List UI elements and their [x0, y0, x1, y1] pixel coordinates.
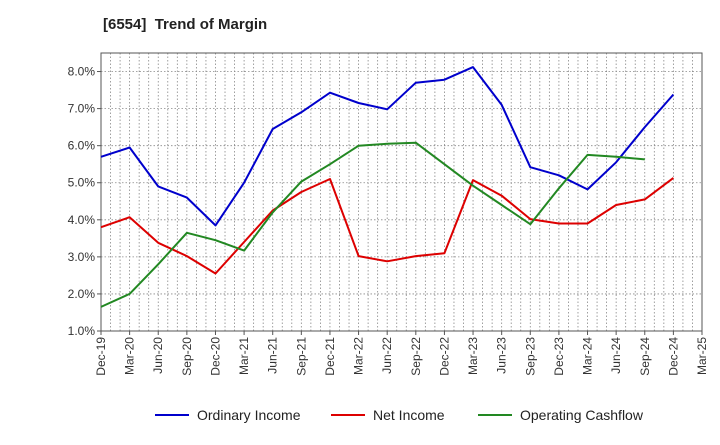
series-line-ordinary-income [100, 66, 675, 227]
y-tick-label: 8.0% [68, 65, 96, 79]
x-tick-label: Dec-22 [437, 337, 451, 376]
legend: Ordinary Income Net Income Operating Cashf… [155, 407, 644, 423]
x-tick-label: Sep-21 [294, 337, 308, 376]
y-tick-label: 5.0% [68, 176, 96, 190]
y-tick-label: 4.0% [68, 213, 96, 227]
series-line-operating-cashflow [100, 141, 645, 308]
x-tick-label: Dec-20 [208, 337, 222, 376]
axes: 1.0% 2.0% 3.0% 4.0% 5.0% 6.0% 7.0% 8.0% Dec-19 Ma… [68, 52, 709, 376]
grid-lines [100, 52, 703, 331]
x-tick-label: Dec-24 [666, 337, 680, 376]
x-tick-label: Sep-24 [638, 337, 652, 376]
x-tick-label: Jun-24 [609, 337, 623, 374]
y-tick-label: 6.0% [68, 139, 96, 153]
x-tick-label: Mar-22 [352, 337, 366, 375]
x-tick-label: Mar-25 [695, 337, 709, 375]
x-tick-label: Sep-23 [523, 337, 537, 376]
x-tick-label: Dec-21 [323, 337, 337, 376]
x-tick-label: Jun-23 [495, 337, 509, 374]
legend-label-ordinary-income: Ordinary Income [197, 407, 301, 423]
y-tick-label: 3.0% [68, 250, 96, 264]
x-tick-label: Mar-20 [123, 337, 137, 375]
series-lines [100, 66, 675, 308]
x-tick-label: Mar-24 [581, 337, 595, 375]
legend-label-operating-cashflow: Operating Cashflow [520, 407, 644, 423]
x-tick-label: Mar-21 [237, 337, 251, 375]
plot-area [101, 53, 702, 331]
y-tick-label: 2.0% [68, 287, 96, 301]
x-tick-label: Jun-21 [266, 337, 280, 374]
x-tick-label: Dec-19 [94, 337, 108, 376]
y-tick-label: 7.0% [68, 102, 96, 116]
x-tick-label: Sep-22 [409, 337, 423, 376]
plot-border [100, 52, 703, 332]
x-tick-label: Sep-20 [180, 337, 194, 376]
chart-title: [6554] Trend of Margin [103, 16, 268, 33]
series-line-net-income [100, 177, 675, 275]
x-tick-label: Mar-23 [466, 337, 480, 375]
y-tick-label: 1.0% [68, 324, 96, 338]
x-tick-label: Jun-20 [151, 337, 165, 374]
legend-label-net-income: Net Income [373, 407, 445, 423]
x-tick-label: Jun-22 [380, 337, 394, 374]
x-tick-label: Dec-23 [552, 337, 566, 376]
